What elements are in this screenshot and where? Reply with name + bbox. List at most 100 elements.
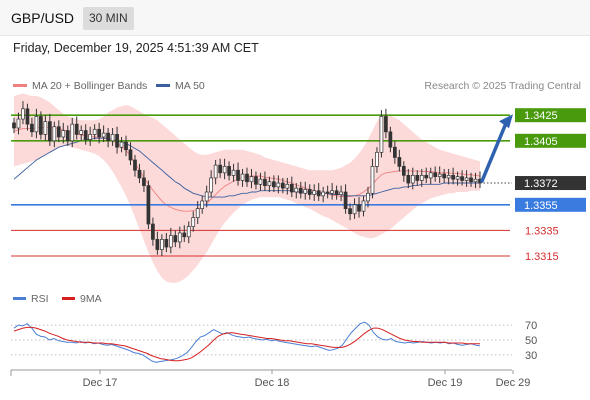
symbol-title: GBP/USD [11,10,75,26]
candle-body-down [56,126,61,138]
candle-body-down [424,175,429,179]
candle-body-down [384,116,388,133]
candle-body-down [146,185,151,225]
candle [65,125,70,146]
candle [455,171,460,186]
candle-body-down [442,173,447,179]
candle-body-up [352,204,357,215]
candle-body-up [213,164,218,179]
candle-body-up [240,173,245,181]
candle-body-up [222,166,227,174]
candle [227,161,231,181]
candle-body-up [79,130,84,135]
timeframe-button[interactable]: 30 MIN [83,7,134,30]
candle [410,167,415,190]
ma20-legend-label: MA 20 + Bollinger Bands [32,80,148,92]
candle [276,175,281,194]
candle-body-up [339,191,343,195]
candle-body-down [74,123,79,135]
rsi-legend: RSI [13,293,49,305]
ma50-swatch [156,83,170,87]
level-label-1.3425: 1.3425 [515,108,586,123]
level-label-1.3335: 1.3335 [525,225,559,237]
candle-body-up [428,172,433,179]
candle-body-up [61,130,66,138]
candle-body-down [348,208,352,215]
candle [401,161,406,182]
candle [182,225,187,242]
candle-body-down [115,134,119,148]
candle [370,158,375,199]
candle [204,185,209,208]
candle-body-up [366,192,370,202]
candle [168,227,173,254]
candle [267,176,272,192]
candle [339,185,343,201]
candle [124,135,128,157]
candle [218,158,222,178]
candle-body-down [415,175,420,181]
candle-body-down [106,132,110,142]
candle [388,126,393,153]
candle [325,185,330,199]
candle-body-down [263,178,267,186]
candle [437,166,442,184]
candle [110,128,115,146]
candle-body-down [325,191,330,194]
candle [334,185,339,200]
candle-body-up [276,182,281,188]
candle-body-up [303,189,308,194]
ma20-swatch [13,83,27,87]
candle-body-up [70,123,75,142]
candle [177,226,182,249]
candle [47,113,52,146]
candle [379,110,384,158]
candle-body-down [397,157,402,167]
candle [433,166,438,182]
candle [245,167,249,187]
forecast-arrow-head [499,114,513,129]
candle [200,195,205,214]
candle [56,120,61,143]
candle [352,198,357,219]
candle [285,177,290,195]
candle [451,167,455,185]
date-time-label: Friday, December 19, 2025 4:51:39 AM CET [13,41,259,55]
rsi-tick-50: 50 [525,335,537,347]
candle-body-up [446,175,451,179]
candle [106,128,110,148]
rsi-ma-legend: 9MA [62,293,102,305]
candle [415,170,420,186]
candle-body-up [110,134,115,142]
candle-body-down [393,146,397,158]
ma50-legend: MA 50 [156,80,205,92]
candle-body-up [375,151,379,167]
candle [186,221,191,244]
candle [30,117,34,137]
candle [424,167,429,184]
candle-body-up [119,141,124,148]
rsi-ma-swatch [62,296,75,300]
rsi-ma-legend-label: 9MA [80,293,102,305]
rsi-tick-30: 30 [525,350,537,362]
candle [213,160,218,185]
candle [173,230,178,248]
candle [366,186,370,208]
candle-body-up [92,128,97,135]
current-price-tag: 1.3372 [515,176,586,191]
candle [12,117,16,134]
level-label-1.3405: 1.3405 [515,133,586,148]
candle-body-down [151,223,155,240]
candle [133,154,137,177]
candle-body-down [280,182,285,189]
candle [375,147,379,173]
candle [146,180,151,230]
level-text: 1.3335 [525,225,559,237]
current-price-text: 1.3372 [524,178,558,190]
candle [473,172,478,189]
candle-body-up [437,173,442,177]
level-text: 1.3315 [525,251,559,263]
forecast-arrow [480,121,508,183]
candle [384,108,388,139]
candle-body-up [204,191,209,202]
